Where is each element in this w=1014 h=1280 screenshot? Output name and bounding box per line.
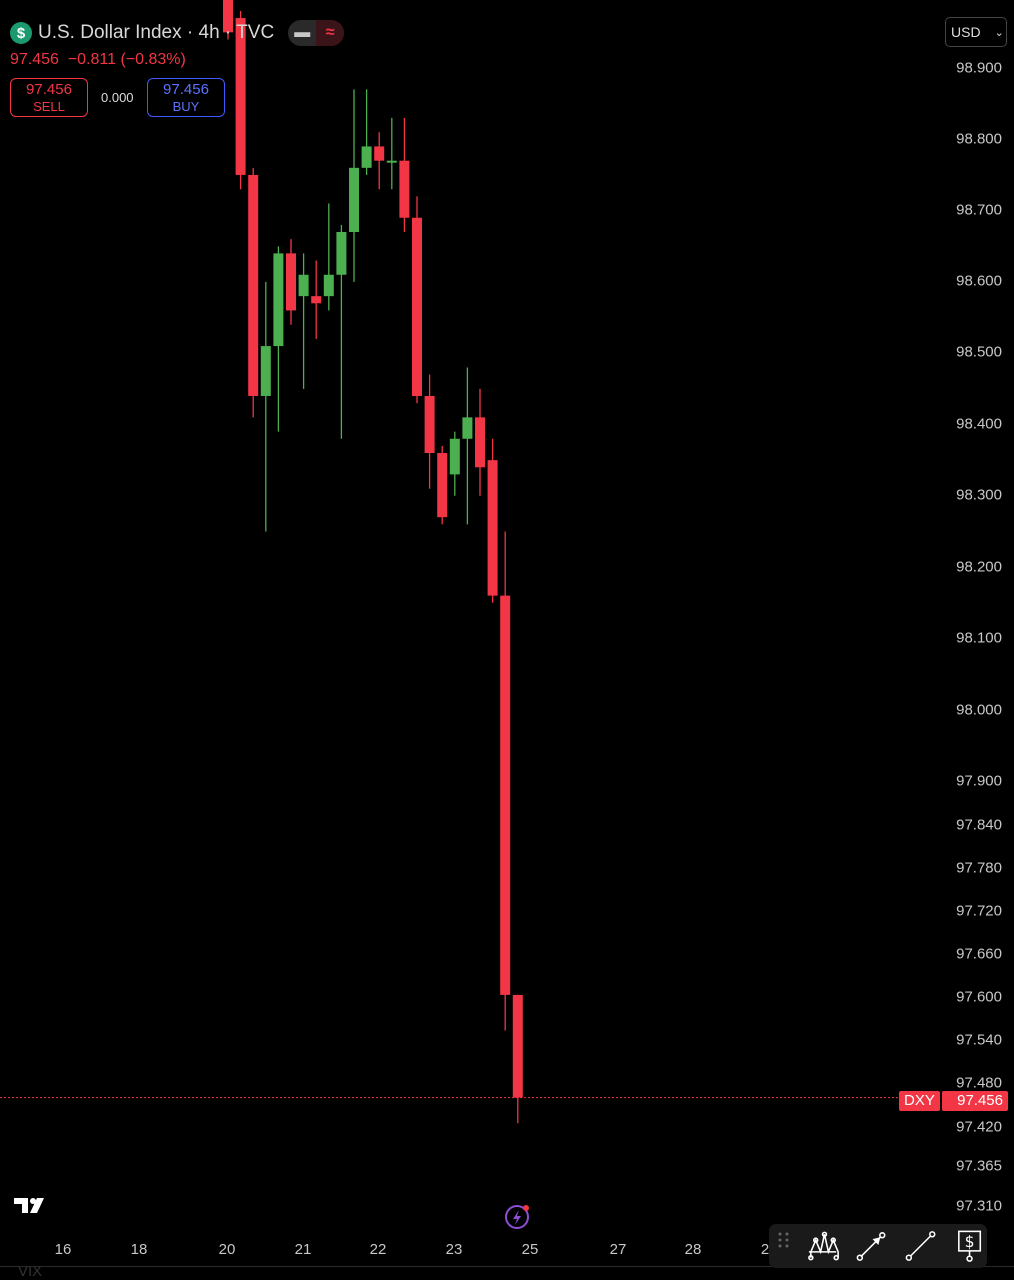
y-tick-label: 97.600: [956, 988, 1002, 1006]
y-tick-label: 98.800: [956, 130, 1002, 148]
x-tick-label: 25: [521, 1241, 539, 1258]
buy-price: 97.456: [163, 81, 209, 98]
symbol-title: U.S. Dollar Index · 4h · TVC: [38, 22, 275, 43]
price-change: 97.456 −0.811 (−0.83%): [10, 51, 186, 69]
sell-button[interactable]: 97.456 SELL: [10, 78, 88, 117]
svg-text:$: $: [965, 1233, 975, 1251]
axis-divider: [0, 1266, 1014, 1267]
currency-value: USD: [951, 24, 981, 40]
y-tick-label: 97.720: [956, 902, 1002, 920]
candle-body: [349, 167, 359, 232]
last-price: 97.456: [10, 51, 59, 68]
x-tick-label: 22: [369, 1241, 387, 1258]
candle-body: [412, 217, 422, 396]
y-tick-label: 98.300: [956, 486, 1002, 504]
x-tick-label: 23: [445, 1241, 463, 1258]
change-value: −0.811: [67, 51, 117, 68]
minus-icon[interactable]: ▬: [294, 24, 311, 41]
y-tick-label: 97.840: [956, 816, 1002, 834]
lightning-icon[interactable]: [504, 1204, 530, 1230]
y-tick-label: 97.310: [956, 1197, 1002, 1215]
candle-body: [248, 174, 259, 396]
chevron-down-icon: ⌄: [994, 26, 1004, 39]
candle-body: [298, 274, 309, 297]
candle-body: [323, 274, 334, 297]
sell-price: 97.456: [26, 81, 72, 98]
header-toggles[interactable]: ▬ ≈: [288, 20, 345, 46]
candle-body: [462, 417, 473, 439]
candle-body: [223, 0, 233, 33]
y-tick-label: 97.780: [956, 859, 1002, 877]
candle-body: [311, 296, 322, 304]
buy-button[interactable]: 97.456 BUY: [147, 78, 225, 117]
spread-value: 0.000: [101, 90, 134, 105]
y-tick-label: 98.200: [956, 558, 1002, 576]
candle-body: [475, 417, 485, 468]
trend-line-icon[interactable]: [903, 1228, 938, 1264]
arrow-line-icon[interactable]: [854, 1228, 889, 1264]
watermark: VIX: [18, 1263, 43, 1280]
y-tick-label: 98.100: [956, 629, 1002, 647]
x-tick-label: 27: [609, 1241, 627, 1258]
y-tick-label: 97.480: [956, 1074, 1002, 1092]
y-tick-label: 98.000: [956, 701, 1002, 719]
candle-body: [374, 146, 385, 161]
y-tick-label: 98.900: [956, 59, 1002, 77]
price-label-icon[interactable]: $: [952, 1228, 987, 1264]
candle-body: [512, 994, 523, 1098]
candle-body: [424, 395, 435, 454]
buy-label: BUY: [172, 99, 200, 114]
y-tick-label: 98.500: [956, 343, 1002, 361]
candle-body: [260, 346, 271, 396]
drag-handle-icon[interactable]: [777, 1228, 791, 1264]
candle-body: [449, 438, 460, 475]
change-percent: (−0.83%): [120, 51, 186, 68]
last-price-tag: 97.456: [942, 1091, 1008, 1111]
candle-body: [437, 453, 448, 518]
drawing-toolbar[interactable]: $: [769, 1224, 987, 1268]
y-tick-label: 97.900: [956, 772, 1002, 790]
candle-body: [361, 146, 372, 168]
y-tick-label: 98.400: [956, 415, 1002, 433]
symbol-tag: DXY: [899, 1091, 940, 1111]
candle-body: [487, 460, 498, 596]
candle-body: [273, 253, 284, 347]
sell-label: SELL: [33, 99, 65, 114]
candle-body: [235, 18, 246, 175]
y-tick-label: 97.540: [956, 1031, 1002, 1049]
pattern-tool-icon[interactable]: [805, 1228, 840, 1264]
y-tick-label: 97.365: [956, 1157, 1002, 1175]
x-tick-label: 18: [130, 1241, 148, 1258]
dollar-icon: $: [10, 22, 32, 44]
candle-body: [500, 595, 511, 995]
y-tick-label: 97.420: [956, 1118, 1002, 1136]
candle-body: [286, 253, 296, 311]
y-tick-label: 98.700: [956, 201, 1002, 219]
currency-select[interactable]: USD ⌄: [945, 17, 1007, 47]
candle-body: [399, 160, 410, 218]
y-tick-label: 97.660: [956, 945, 1002, 963]
candle-body: [386, 160, 397, 163]
candle-body: [336, 231, 347, 275]
x-tick-label: 16: [54, 1241, 72, 1258]
y-tick-label: 98.600: [956, 272, 1002, 290]
tradingview-logo[interactable]: [14, 1196, 54, 1216]
x-tick-label: 20: [218, 1241, 236, 1258]
x-tick-label: 21: [294, 1241, 312, 1258]
x-tick-label: 2: [760, 1241, 770, 1258]
approx-icon[interactable]: ≈: [316, 20, 345, 46]
x-tick-label: 28: [684, 1241, 702, 1258]
symbol-header[interactable]: $ U.S. Dollar Index · 4h · TVC ▬ ≈: [10, 20, 345, 46]
